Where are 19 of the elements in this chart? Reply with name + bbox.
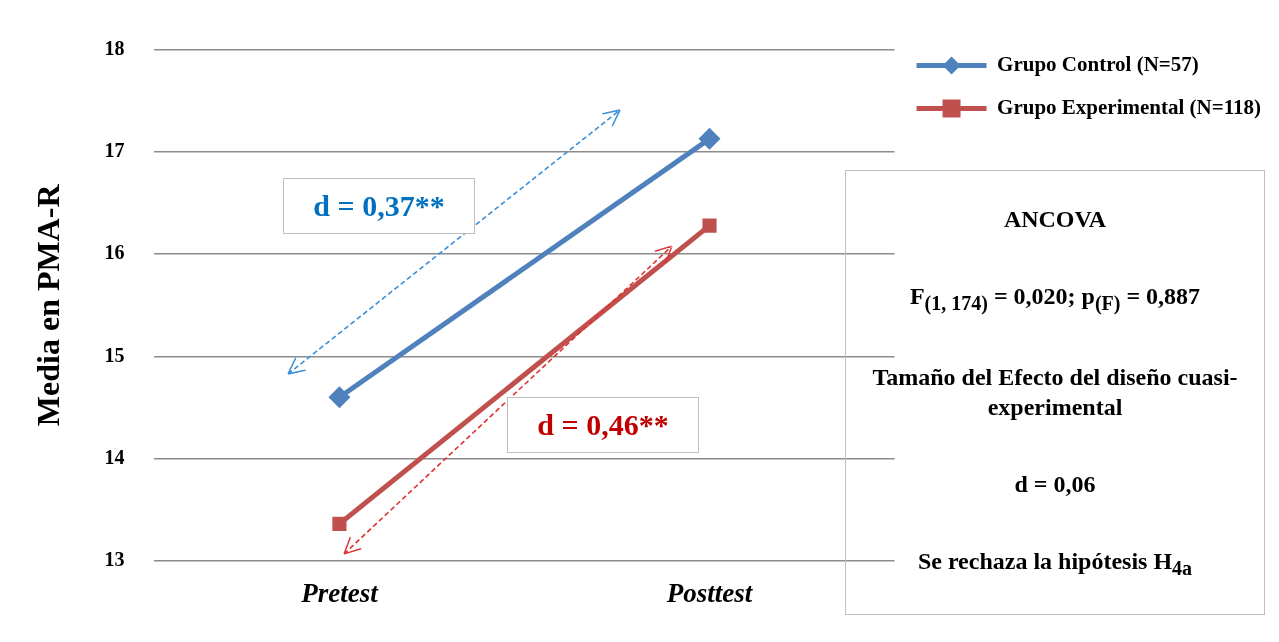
point bbox=[702, 218, 717, 233]
y-tick-label: 15 bbox=[104, 343, 125, 366]
text-box: d = 0,46** bbox=[507, 397, 699, 453]
point bbox=[698, 127, 721, 150]
point bbox=[328, 386, 351, 409]
legend-label: Grupo Control (N=57) bbox=[997, 51, 1199, 76]
y-tick-label: 17 bbox=[104, 139, 125, 162]
point bbox=[332, 516, 347, 531]
y-tick-label: 14 bbox=[104, 445, 125, 468]
annotation: Tamaño del Efecto del diseño cuasi-experimental bbox=[871, 363, 1239, 423]
y-tick-label: 16 bbox=[104, 241, 125, 264]
legend-label: Grupo Experimental (N=118) bbox=[997, 94, 1262, 119]
x-tick-label: Posttest bbox=[665, 577, 754, 608]
y-tick-label: 18 bbox=[104, 37, 125, 60]
x-tick-label: Pretest bbox=[300, 577, 380, 608]
text-panel: ANCOVA F$_{(1, 174)}$ = 0,020; p$_{(F)}$ = 0,887 Tamaño del Efecto del diseño cuasi-experimental d = 0,06 Se rechaza la hipótesis H$_{4a}$ bbox=[845, 170, 1265, 615]
y-axis-title: Media en PMA-R bbox=[30, 183, 67, 427]
text-box: d = 0,37** bbox=[283, 178, 475, 234]
y-tick-label: 13 bbox=[104, 547, 125, 570]
